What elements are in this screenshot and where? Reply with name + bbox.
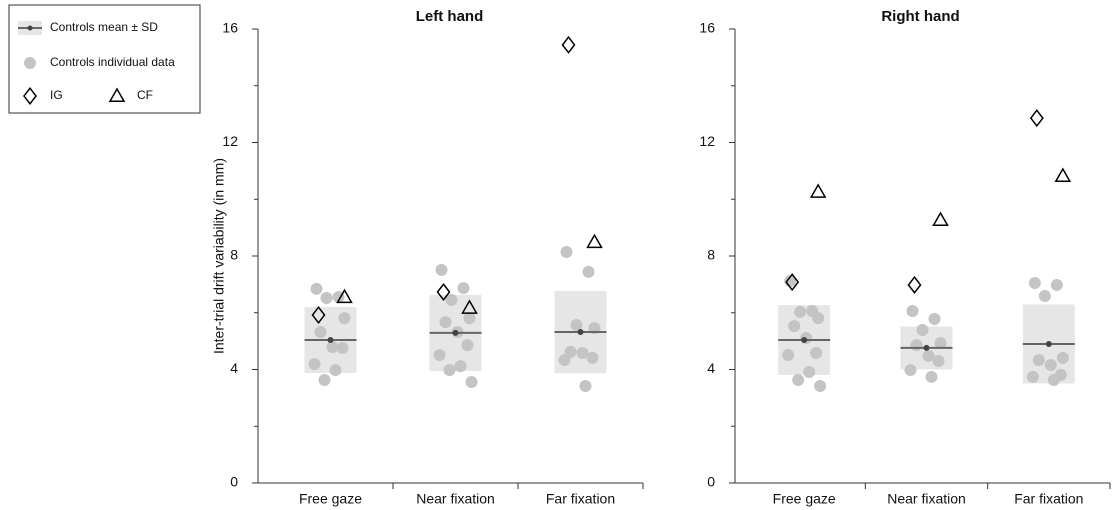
- ig-marker: [907, 275, 922, 294]
- x-tick-label: Free gaze: [773, 491, 836, 507]
- control-point: [792, 373, 805, 386]
- control-point: [922, 349, 935, 362]
- y-tick-label: 16: [222, 20, 238, 36]
- control-point: [439, 316, 452, 329]
- control-point: [782, 349, 795, 362]
- control-point: [433, 349, 446, 362]
- control-point: [454, 360, 467, 373]
- control-point: [1032, 354, 1045, 367]
- control-point: [310, 282, 323, 295]
- control-point: [814, 379, 827, 392]
- x-tick-label: Far fixation: [546, 491, 615, 507]
- control-point: [928, 312, 941, 325]
- y-axis-label: Inter-trial drift variability (in mm): [211, 158, 227, 354]
- control-point: [1047, 373, 1060, 386]
- control-point: [904, 364, 917, 377]
- control-point: [461, 339, 474, 352]
- control-point: [788, 320, 801, 333]
- x-tick-label: Near fixation: [887, 491, 966, 507]
- control-point: [318, 373, 331, 386]
- legend-label: CF: [137, 88, 153, 102]
- control-point: [1044, 358, 1057, 371]
- ig-marker: [785, 273, 800, 292]
- y-tick-label: 16: [699, 20, 715, 36]
- control-point: [338, 312, 351, 325]
- control-point: [916, 324, 929, 337]
- mean-dot: [1045, 340, 1052, 347]
- control-point: [445, 293, 458, 306]
- control-point: [1050, 278, 1063, 291]
- ig-marker: [311, 305, 326, 325]
- legend-ig: [23, 86, 37, 106]
- y-tick-label: 0: [707, 474, 715, 490]
- mean-dot: [923, 344, 930, 351]
- cf-marker: [1054, 167, 1072, 182]
- control-point: [463, 312, 476, 325]
- y-tick-label: 12: [222, 133, 238, 149]
- legend-mean-dot: [27, 25, 33, 31]
- control-point: [812, 312, 825, 325]
- x-tick-label: Free gaze: [299, 491, 362, 507]
- control-point: [564, 345, 577, 358]
- control-point: [1026, 370, 1039, 383]
- control-point: [308, 358, 321, 371]
- cf-marker: [586, 233, 603, 249]
- control-point: [576, 347, 589, 360]
- y-tick-label: 8: [230, 247, 238, 263]
- control-point: [810, 347, 823, 360]
- control-point: [326, 341, 339, 354]
- panel-title: Right hand: [881, 8, 959, 25]
- control-point: [1056, 351, 1069, 364]
- mean-dot: [452, 329, 459, 336]
- cf-marker: [336, 288, 353, 304]
- control-point: [579, 379, 592, 392]
- cf-marker: [809, 183, 827, 198]
- control-point: [910, 339, 923, 352]
- control-point: [443, 364, 456, 377]
- y-tick-label: 0: [230, 474, 238, 490]
- mean-dot: [801, 336, 808, 343]
- control-point: [1028, 276, 1041, 289]
- control-point: [314, 326, 327, 339]
- legend-point: [24, 57, 36, 69]
- control-point: [906, 305, 919, 318]
- ig-marker: [1029, 109, 1044, 128]
- control-point: [803, 366, 816, 379]
- control-point: [320, 291, 333, 304]
- x-tick-label: Far fixation: [1014, 491, 1083, 507]
- ig-marker: [436, 283, 451, 302]
- control-point: [925, 370, 938, 383]
- control-point: [932, 354, 945, 367]
- control-point: [570, 318, 583, 331]
- y-tick-label: 8: [707, 247, 715, 263]
- control-point: [435, 263, 448, 276]
- control-point: [336, 341, 349, 354]
- y-tick-label: 12: [699, 133, 715, 149]
- legend-label: Controls mean ± SD: [50, 20, 158, 34]
- control-point: [582, 265, 595, 278]
- control-point: [1038, 290, 1051, 303]
- cf-marker: [461, 299, 478, 314]
- control-point: [329, 364, 342, 377]
- control-point: [560, 246, 573, 259]
- control-point: [558, 354, 571, 367]
- control-point: [794, 305, 807, 318]
- panel-title: Left hand: [416, 8, 484, 25]
- legend-cf: [108, 87, 126, 102]
- control-point: [457, 282, 470, 295]
- legend-label: Controls individual data: [50, 55, 175, 69]
- mean-dot: [327, 336, 334, 343]
- control-point: [465, 375, 478, 388]
- y-tick-label: 4: [707, 360, 715, 376]
- control-point: [934, 337, 947, 350]
- cf-marker: [932, 211, 949, 226]
- ig-marker: [561, 35, 576, 54]
- mean-dot: [577, 329, 584, 336]
- y-tick-label: 4: [230, 360, 238, 376]
- legend-label: IG: [50, 88, 63, 102]
- x-tick-label: Near fixation: [416, 491, 495, 507]
- control-point: [586, 351, 599, 364]
